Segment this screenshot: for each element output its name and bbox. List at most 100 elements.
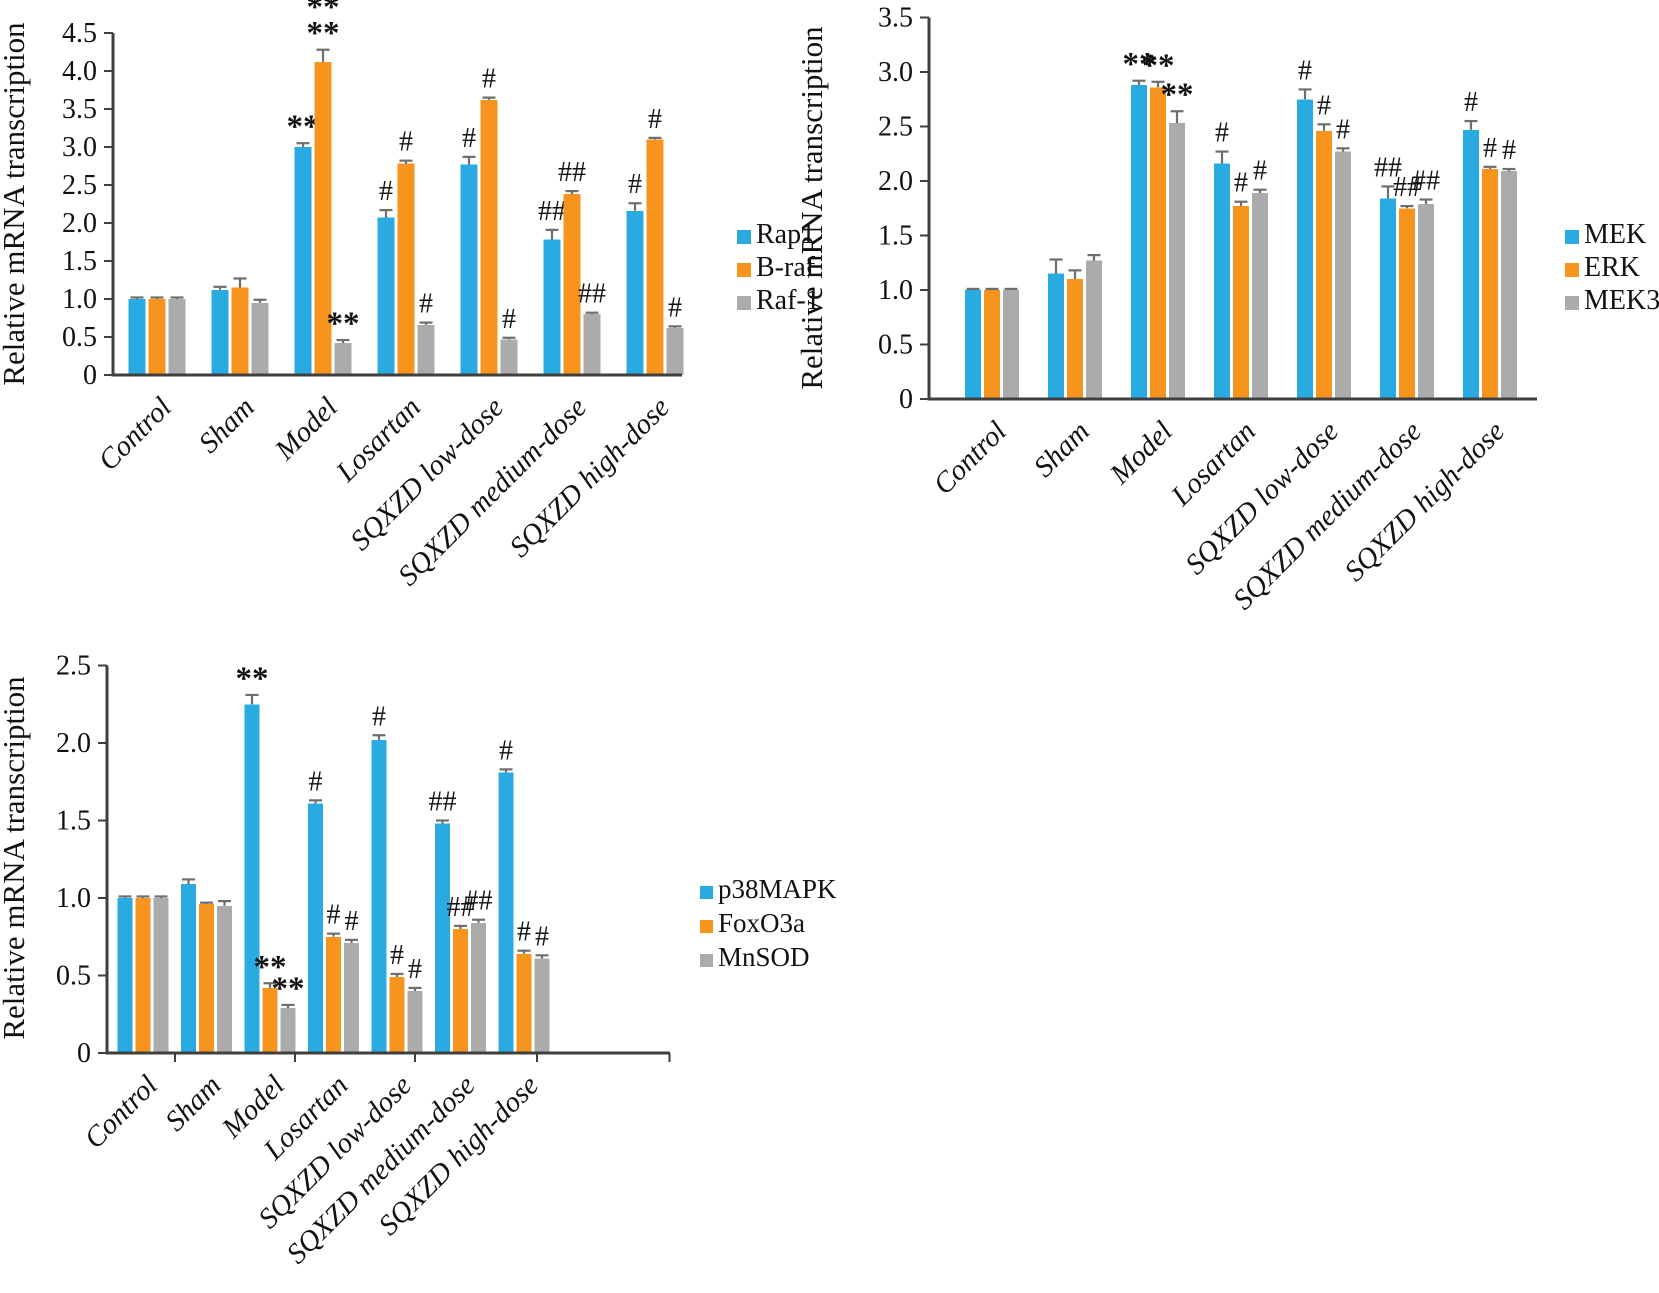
significance-marker: #: [1464, 87, 1478, 118]
legend-swatch-foxo3a: [700, 920, 713, 933]
bar-mnsod-sham: [217, 905, 232, 1053]
significance-marker: **: [1142, 48, 1175, 84]
significance-marker: ##: [558, 157, 586, 188]
significance-marker: **: [307, 0, 340, 26]
bar-mnsod-model: [280, 1008, 296, 1053]
significance-marker: ##: [1393, 172, 1421, 203]
bar-raf-1-control: [168, 299, 186, 375]
y-tick-label: 0.5: [56, 961, 91, 992]
significance-marker: #: [1215, 118, 1229, 149]
bar-raf-1-sham: [251, 302, 269, 375]
bar-mek-sham: [1048, 273, 1064, 399]
y-tick-label: 1.5: [878, 221, 913, 252]
significance-marker: #: [535, 921, 549, 952]
bar-foxo3a-model: [262, 987, 278, 1053]
bar-mek3-sqxzd-low-dose: [1335, 151, 1351, 399]
significance-marker: #: [482, 64, 496, 95]
y-tick-label: 1.5: [62, 246, 97, 277]
significance-marker: #: [517, 917, 531, 948]
bar-p38mapk-sqxzd-high-dose: [498, 772, 514, 1053]
significance-marker: **: [287, 109, 320, 145]
significance-marker: #: [390, 940, 404, 971]
legend-swatch-mek: [1565, 230, 1579, 244]
bar-mek3-sqxzd-medium-dose: [1418, 203, 1434, 399]
legend-label-mek3: MEK3: [1584, 285, 1659, 316]
bar-b-raf-sqxzd-low-dose: [480, 99, 498, 375]
significance-marker: #: [345, 906, 359, 937]
y-tick-label: 0: [83, 360, 97, 391]
significance-marker: ##: [538, 196, 566, 227]
bar-foxo3a-sham: [199, 904, 214, 1053]
significance-marker: #: [1234, 168, 1248, 199]
y-tick-label: 1.0: [56, 883, 91, 914]
significance-marker: **: [236, 661, 269, 697]
bar-raf-1-sqxzd-medium-dose: [583, 314, 601, 375]
bar-mnsod-losartan: [344, 942, 359, 1053]
y-tick-label: 2.5: [878, 112, 913, 143]
bar-mek3-control: [1003, 290, 1019, 399]
bar-mek3-model: [1169, 123, 1185, 399]
significance-marker: ##: [429, 787, 457, 818]
y-tick-label: 2.5: [56, 651, 91, 682]
bar-p38mapk-sqxzd-medium-dose: [435, 823, 450, 1053]
y-tick-label: 1.0: [878, 275, 913, 306]
y-axis-title: Relative mRNA transcription: [0, 676, 31, 1040]
bar-mek-model: [1131, 85, 1147, 399]
bar-b-raf-control: [148, 299, 166, 375]
y-tick-label: 1.5: [56, 806, 91, 837]
y-tick-label: 0.5: [62, 322, 97, 353]
significance-marker: #: [462, 123, 476, 154]
bar-mnsod-sqxzd-low-dose: [407, 991, 423, 1053]
y-tick-label: 0: [899, 384, 913, 415]
significance-marker: **: [307, 16, 340, 52]
significance-marker: ##: [578, 279, 606, 310]
bar-mnsod-control: [153, 898, 169, 1053]
significance-marker: #: [399, 127, 413, 158]
significance-marker: #: [502, 304, 516, 335]
legend-label-b-raf: B-raf: [756, 252, 816, 283]
y-tick-label: 2.0: [56, 728, 91, 759]
bar-rap1-sham: [211, 289, 229, 375]
significance-marker: #: [372, 701, 386, 732]
bar-foxo3a-sqxzd-low-dose: [389, 977, 405, 1053]
y-tick-label: 3.0: [878, 57, 913, 88]
y-tick-label: 0.5: [878, 330, 913, 361]
significance-marker: ##: [465, 886, 493, 917]
significance-marker: ##: [1374, 152, 1402, 183]
significance-marker: #: [668, 292, 682, 323]
bar-rap1-sqxzd-high-dose: [626, 210, 644, 375]
significance-marker: #: [379, 176, 393, 207]
bar-raf-1-sqxzd-low-dose: [500, 339, 518, 375]
bar-mnsod-sqxzd-medium-dose: [471, 922, 486, 1053]
bar-mnsod-sqxzd-high-dose: [534, 958, 550, 1053]
bar-erk-sqxzd-high-dose: [1482, 169, 1498, 399]
bar-mek-sqxzd-low-dose: [1297, 99, 1313, 399]
y-tick-label: 3.5: [878, 3, 913, 34]
bar-raf-1-losartan: [417, 324, 435, 375]
legend-label-raf-1: Raf-1: [756, 285, 820, 316]
significance-marker: #: [408, 954, 422, 985]
x-category-label: Control: [78, 1069, 164, 1155]
bar-b-raf-losartan: [397, 163, 415, 375]
legend-swatch-mek3: [1565, 296, 1579, 310]
bar-foxo3a-control: [135, 898, 151, 1053]
bar-b-raf-sqxzd-high-dose: [646, 139, 664, 375]
significance-marker: #: [419, 289, 433, 320]
bar-p38mapk-model: [244, 704, 260, 1053]
legend-swatch-rap1: [737, 230, 751, 244]
bar-erk-sham: [1067, 279, 1083, 399]
y-tick-label: 4.0: [62, 56, 97, 87]
y-tick-label: 3.0: [62, 132, 97, 163]
bar-foxo3a-losartan: [326, 936, 341, 1053]
bar-raf-1-sqxzd-high-dose: [666, 327, 684, 375]
y-tick-label: 4.5: [62, 18, 97, 49]
significance-marker: #: [1502, 135, 1516, 166]
bar-p38mapk-sham: [181, 884, 196, 1053]
significance-marker: #: [1483, 133, 1497, 164]
y-tick-label: 0: [77, 1038, 91, 1069]
